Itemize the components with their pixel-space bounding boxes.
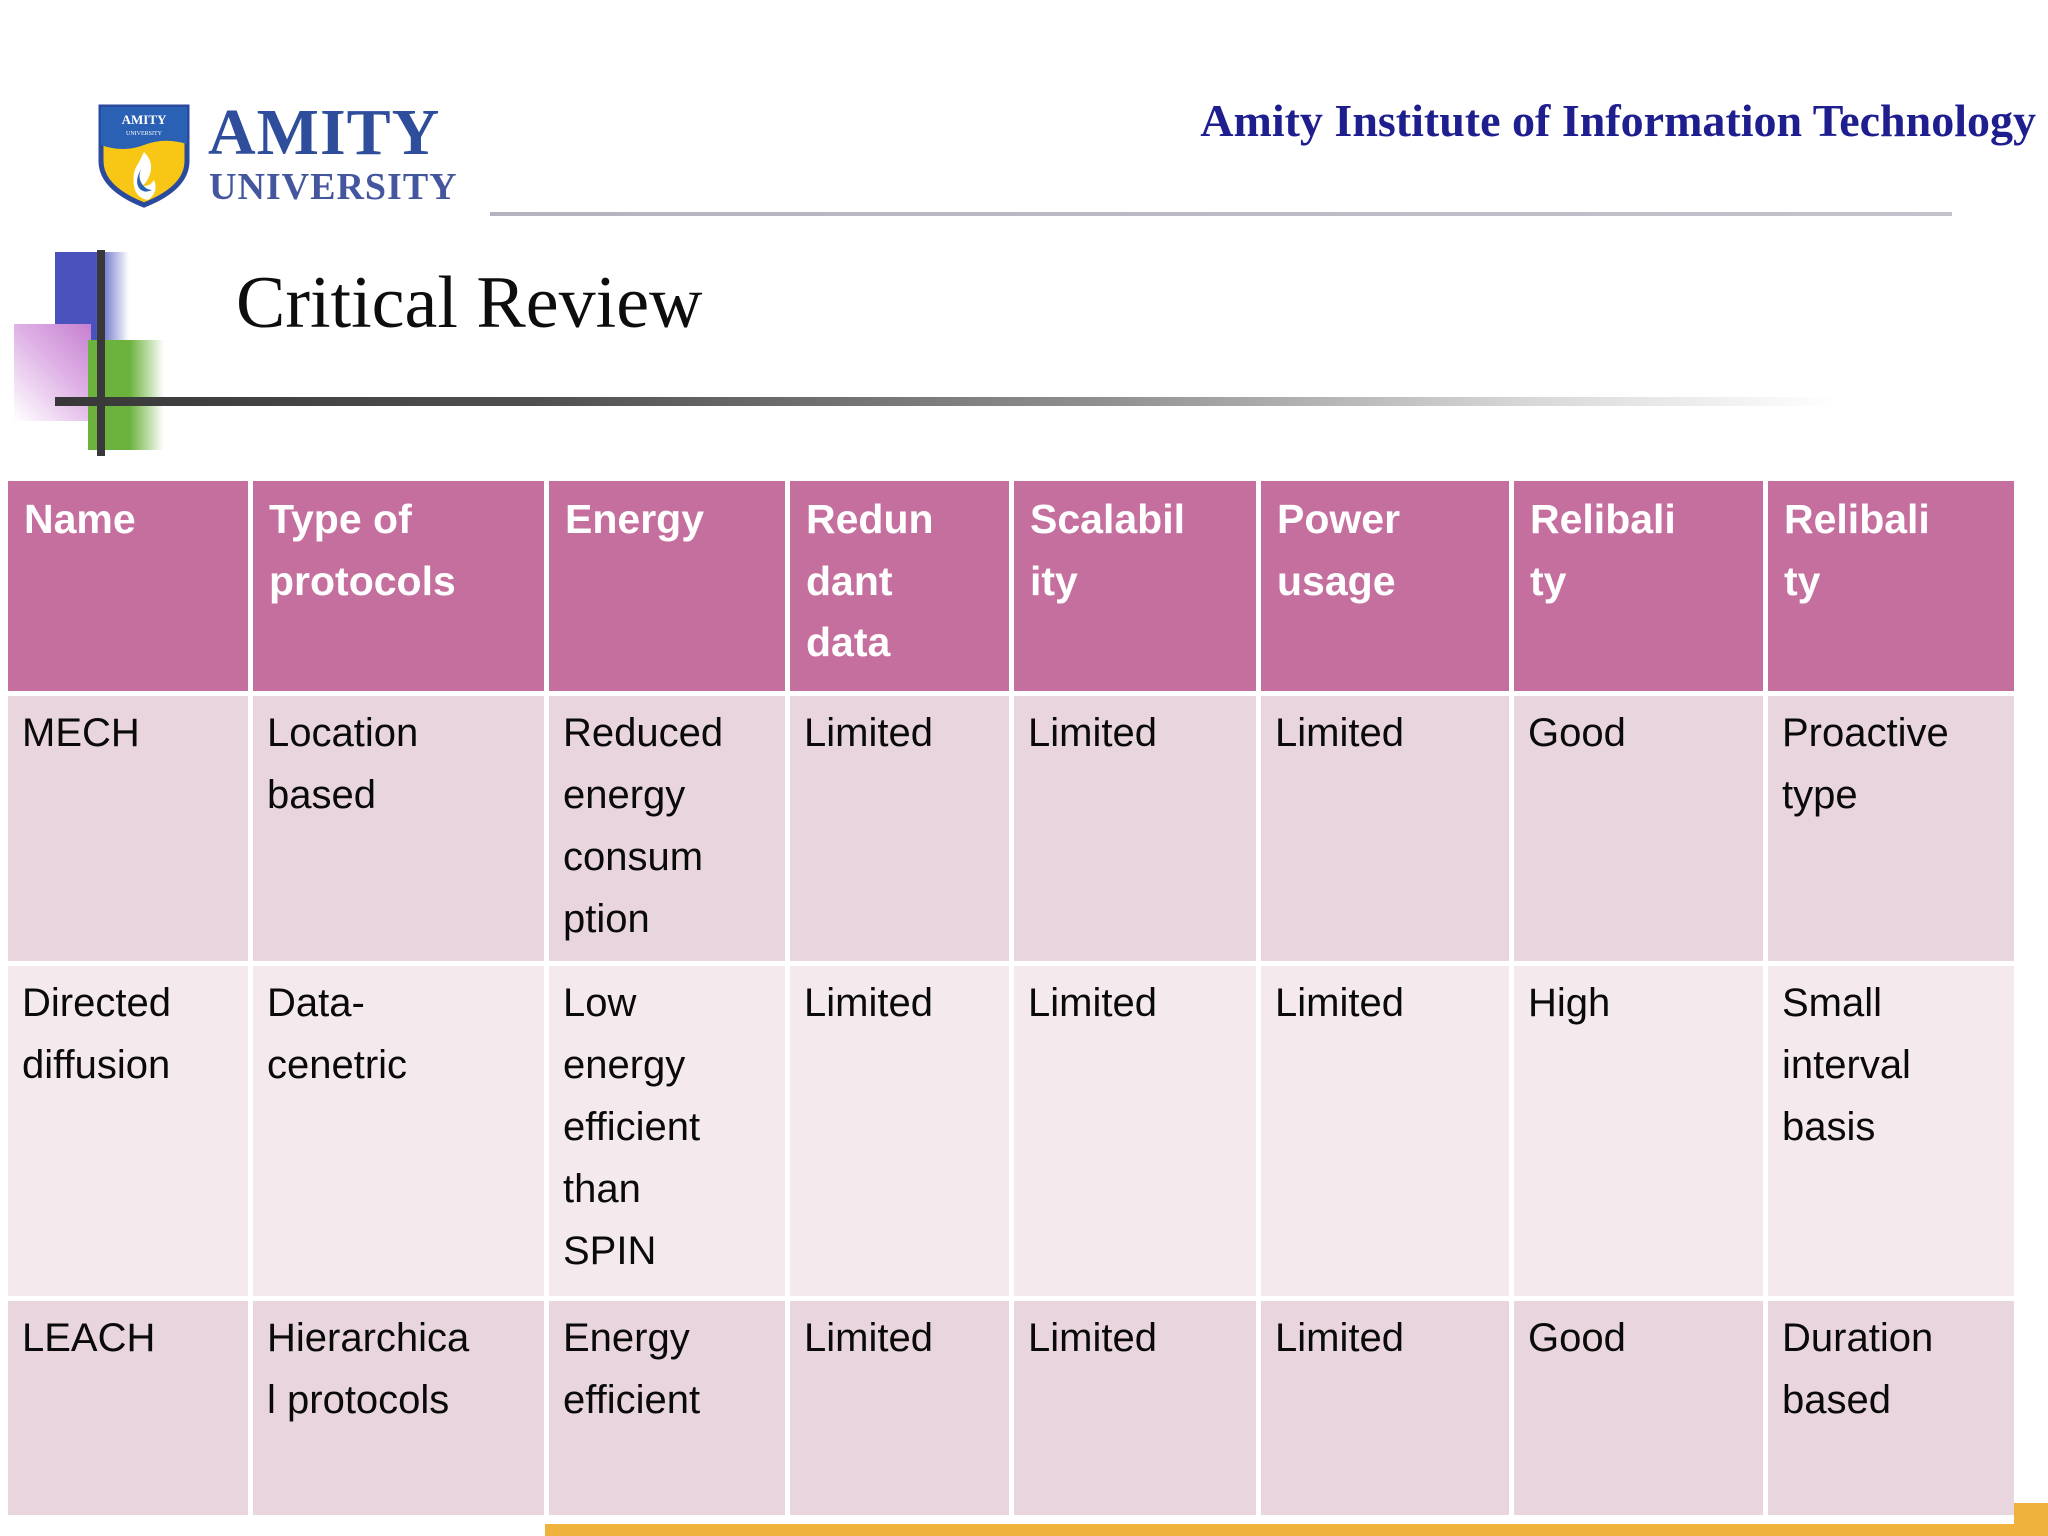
cell-leach-power: Limited — [1261, 1301, 1509, 1515]
bottom-accent-corner — [2014, 1503, 2048, 1536]
cell-mech-type: Location based — [253, 696, 544, 961]
cell-mech-name: MECH — [8, 696, 248, 961]
cell-leach-scalability: Limited — [1014, 1301, 1256, 1515]
amity-shield-icon: AMITY UNIVERSITY — [98, 104, 190, 208]
cell-mech-scalability: Limited — [1014, 696, 1256, 961]
header-divider — [490, 212, 1952, 216]
col-header-redundant: Redun dant data — [790, 481, 1009, 691]
col-header-scalability: Scalabil ity — [1014, 481, 1256, 691]
cell-mech-power: Limited — [1261, 696, 1509, 961]
cell-mech-energy: Reduced energy consum ption — [549, 696, 785, 961]
col-header-power: Power usage — [1261, 481, 1509, 691]
decor-pink-square — [14, 324, 91, 421]
col-header-reliability1: Relibali ty — [1514, 481, 1763, 691]
cell-dd-energy: Low energy efficient than SPIN — [549, 966, 785, 1296]
col-header-energy: Energy — [549, 481, 785, 691]
cell-leach-energy: Energy efficient — [549, 1301, 785, 1515]
cell-leach-reliability2: Duration based — [1768, 1301, 2014, 1515]
cell-leach-reliability1: Good — [1514, 1301, 1763, 1515]
title-underline — [55, 397, 1950, 406]
cell-dd-scalability: Limited — [1014, 966, 1256, 1296]
col-header-name: Name — [8, 481, 248, 691]
bottom-accent-bar — [545, 1524, 2048, 1536]
col-header-reliability2: Relibali ty — [1768, 481, 2014, 691]
cell-mech-reliability1: Good — [1514, 696, 1763, 961]
cell-leach-name: LEACH — [8, 1301, 248, 1515]
cell-mech-redundant: Limited — [790, 696, 1009, 961]
institute-title: Amity Institute of Information Technolog… — [1200, 95, 2036, 146]
cell-mech-reliability2: Proactive type — [1768, 696, 2014, 961]
cell-leach-type: Hierarchica l protocols — [253, 1301, 544, 1515]
cell-dd-power: Limited — [1261, 966, 1509, 1296]
cell-dd-type: Data- cenetric — [253, 966, 544, 1296]
cell-dd-redundant: Limited — [790, 966, 1009, 1296]
decor-vertical-line — [97, 250, 105, 456]
shield-amity-text: AMITY — [122, 112, 167, 127]
cell-dd-name: Directed diffusion — [8, 966, 248, 1296]
logo-amity-wordmark: AMITY — [208, 96, 441, 169]
slide-title: Critical Review — [236, 262, 703, 344]
col-header-type: Type of protocols — [253, 481, 544, 691]
shield-university-text: UNIVERSITY — [126, 131, 163, 137]
cell-dd-reliability2: Small interval basis — [1768, 966, 2014, 1296]
cell-leach-redundant: Limited — [790, 1301, 1009, 1515]
cell-dd-reliability1: High — [1514, 966, 1763, 1296]
logo-university-wordmark: UNIVERSITY — [209, 166, 458, 208]
protocol-comparison-table: Name Type of protocols Energy Redun dant… — [8, 481, 2014, 1515]
